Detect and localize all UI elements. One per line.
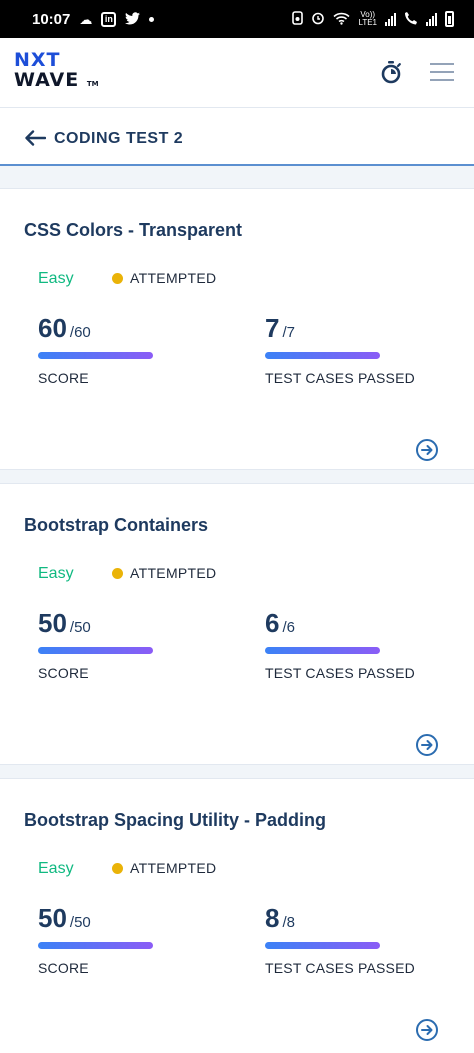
page-title: CODING TEST 2 bbox=[54, 130, 184, 147]
back-arrow-icon[interactable] bbox=[24, 130, 47, 146]
test-cases-label: TEST CASES PASSED bbox=[265, 370, 415, 386]
status-label: ATTEMPTED bbox=[130, 270, 217, 286]
test-cases-passed: 8 bbox=[265, 903, 280, 933]
signal-icon bbox=[385, 12, 396, 26]
score-progress-bar bbox=[38, 647, 153, 654]
logo-line2: WAVE TM bbox=[14, 70, 99, 94]
logo-line1: NXT bbox=[14, 49, 61, 71]
test-cases-progress-bar bbox=[265, 647, 380, 654]
test-cases-total: /6 bbox=[282, 619, 295, 636]
nfc-icon bbox=[292, 11, 304, 27]
test-cases-passed: 6 bbox=[265, 608, 280, 638]
test-cases-passed: 7 bbox=[265, 313, 280, 343]
status-dot-icon bbox=[112, 568, 123, 579]
question-title: Bootstrap Containers bbox=[24, 515, 209, 535]
question-card[interactable]: Bootstrap Spacing Utility - Padding Easy… bbox=[0, 778, 474, 1053]
status-bar: 10:07 ☁ in Vo)) LTE1 bbox=[0, 0, 474, 38]
score-progress-bar bbox=[38, 352, 153, 359]
twitter-icon bbox=[125, 11, 141, 27]
nxtwave-logo[interactable]: NXT WAVE TM bbox=[14, 50, 99, 94]
test-cases-label: TEST CASES PASSED bbox=[265, 960, 415, 976]
status-label: ATTEMPTED bbox=[130, 860, 217, 876]
score-label: SCORE bbox=[38, 665, 89, 681]
signal-icon-2 bbox=[426, 12, 437, 26]
test-cases-value: 8/8 bbox=[265, 903, 295, 934]
difficulty-label: Easy bbox=[38, 860, 74, 877]
score-total: /50 bbox=[69, 914, 91, 931]
call-icon bbox=[404, 11, 418, 27]
status-bar-left: 10:07 ☁ in bbox=[32, 10, 155, 28]
test-cases-value: 6/6 bbox=[265, 608, 295, 639]
linkedin-icon: in bbox=[101, 11, 117, 27]
lte-indicator: Vo)) LTE1 bbox=[358, 11, 377, 27]
score-value: 60/60 bbox=[38, 313, 91, 344]
app-header: NXT WAVE TM bbox=[0, 38, 474, 108]
score-total: /60 bbox=[69, 324, 91, 341]
dot-icon bbox=[149, 16, 155, 22]
stopwatch-icon[interactable] bbox=[380, 60, 402, 84]
score-label: SCORE bbox=[38, 370, 89, 386]
difficulty-label: Easy bbox=[38, 565, 74, 582]
page-title-bar: CODING TEST 2 bbox=[0, 108, 474, 166]
arrow-right-circle-icon[interactable] bbox=[416, 734, 438, 756]
question-title: Bootstrap Spacing Utility - Padding bbox=[24, 810, 327, 830]
score-label: SCORE bbox=[38, 960, 89, 976]
status-time: 10:07 bbox=[32, 10, 71, 28]
test-cases-progress-bar bbox=[265, 352, 380, 359]
lte-label: LTE1 bbox=[358, 18, 377, 27]
hamburger-menu-icon[interactable] bbox=[430, 63, 454, 81]
difficulty-label: Easy bbox=[38, 270, 74, 287]
status-dot-icon bbox=[112, 273, 123, 284]
vo-label: Vo)) bbox=[360, 10, 376, 19]
question-card[interactable]: CSS Colors - Transparent Easy ATTEMPTED … bbox=[0, 188, 474, 470]
status-label: ATTEMPTED bbox=[130, 565, 217, 581]
test-cases-progress-bar bbox=[265, 942, 380, 949]
score-obtained: 60 bbox=[38, 313, 67, 343]
test-cases-total: /8 bbox=[282, 914, 295, 931]
score-progress-bar bbox=[38, 942, 153, 949]
score-total: /50 bbox=[69, 619, 91, 636]
question-list: CSS Colors - Transparent Easy ATTEMPTED … bbox=[0, 166, 474, 1053]
score-value: 50/50 bbox=[38, 608, 91, 639]
logo-line2-text: WAVE bbox=[14, 69, 80, 91]
test-cases-value: 7/7 bbox=[265, 313, 295, 344]
test-cases-label: TEST CASES PASSED bbox=[265, 665, 415, 681]
arrow-right-circle-icon[interactable] bbox=[416, 439, 438, 461]
test-cases-total: /7 bbox=[282, 324, 295, 341]
status-bar-right: Vo)) LTE1 bbox=[292, 11, 454, 27]
battery-icon bbox=[445, 11, 454, 27]
score-obtained: 50 bbox=[38, 903, 67, 933]
wifi-icon bbox=[333, 12, 351, 27]
alarm-icon bbox=[311, 11, 325, 27]
status-dot-icon bbox=[112, 863, 123, 874]
question-title: CSS Colors - Transparent bbox=[24, 220, 243, 240]
question-card[interactable]: Bootstrap Containers Easy ATTEMPTED 50/5… bbox=[0, 483, 474, 765]
logo-tm: TM bbox=[86, 80, 99, 88]
score-value: 50/50 bbox=[38, 903, 91, 934]
arrow-right-circle-icon[interactable] bbox=[416, 1019, 438, 1041]
score-obtained: 50 bbox=[38, 608, 67, 638]
cloud-icon: ☁ bbox=[79, 11, 93, 27]
